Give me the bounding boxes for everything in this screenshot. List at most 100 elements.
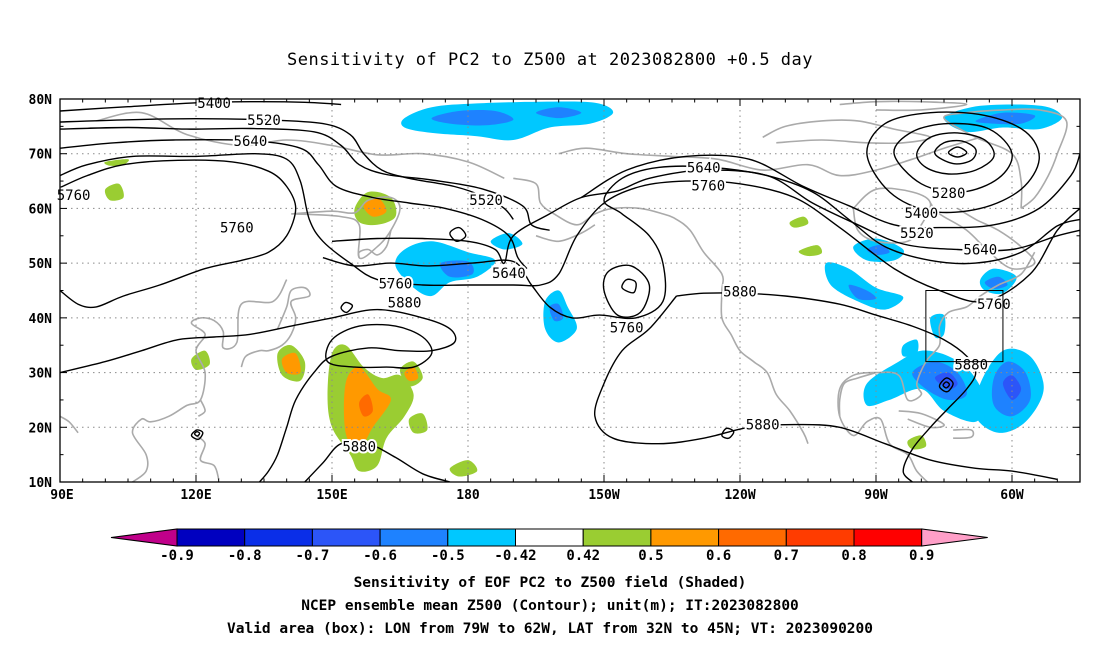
contour-label: 5760 (57, 188, 91, 204)
colorbar-label: -0.5 (431, 548, 465, 564)
sensitivity-patch (824, 262, 904, 310)
contour-label: 5760 (379, 276, 413, 292)
colorbar-high-end (921, 528, 988, 547)
sensitivity-patch (404, 366, 419, 382)
sensitivity-patch (934, 372, 958, 390)
coastline (96, 111, 505, 180)
sensitivity-patch (536, 107, 582, 119)
contour-label: 5640 (963, 242, 997, 258)
caption-line-2: NCEP ensemble mean Z500 (Contour); unit(… (301, 598, 799, 614)
contour-label: 5280 (932, 186, 966, 202)
caption-line-1: Sensitivity of EOF PC2 to Z500 field (Sh… (353, 575, 747, 591)
z500-contour-line (60, 159, 297, 309)
colorbar-label: 0.8 (841, 548, 866, 564)
lon-axis-label: 120W (724, 488, 755, 503)
coastline (929, 202, 1036, 270)
colorbar-label: -0.6 (363, 548, 397, 564)
colorbar-swatch (718, 528, 787, 547)
z500-contour-line (621, 278, 637, 294)
map-background (60, 99, 1080, 482)
colorbar-swatch (176, 528, 246, 547)
coastline (839, 100, 968, 112)
z500-contour-line (60, 100, 342, 112)
contour-label: 5880 (954, 357, 988, 373)
colorbar-swatch (447, 528, 516, 547)
lat-axis-label: 30N (29, 367, 53, 382)
z500-contour-line (602, 264, 651, 318)
coastline (60, 415, 79, 434)
lat-axis-label: 60N (29, 202, 53, 217)
lon-axis-label: 60W (1000, 488, 1024, 503)
z500-contour-line (60, 117, 514, 220)
colorbar-label: 0.5 (638, 548, 663, 564)
z500-contour-line (60, 308, 457, 482)
coastline (953, 428, 975, 439)
z500-contour-line (938, 377, 954, 393)
lon-axis-label: 90W (864, 488, 888, 503)
lat-axis-label: 80N (29, 93, 53, 108)
z500-contour-line (580, 153, 1080, 229)
colorbar-swatch (515, 528, 584, 547)
coastline (195, 434, 220, 480)
lon-axis-label: 90E (50, 488, 73, 503)
colorbar-swatch (379, 528, 449, 547)
lon-axis-label: 150W (588, 488, 619, 503)
colorbar-swatch (311, 528, 381, 547)
colorbar-label: 0.7 (774, 548, 799, 564)
contour-label: 5760 (691, 178, 725, 194)
lat-axis-label: 70N (29, 148, 53, 163)
coastline (240, 286, 311, 368)
sensitivity-patch (408, 413, 428, 434)
sensitivity-patch (449, 460, 478, 477)
z500-contour-line (331, 169, 1080, 265)
coastline (535, 224, 596, 243)
lat-axis-label: 50N (29, 257, 53, 272)
coastline (762, 119, 932, 145)
sensitivity-patch (431, 110, 514, 126)
z500-contour-line (325, 323, 433, 369)
sensitivity-patch (281, 352, 301, 375)
caption-line-3: Valid area (box): LON from 79W to 62W, L… (226, 621, 873, 637)
z500-contour-line (866, 111, 1040, 214)
contour-label: 5400 (904, 206, 938, 222)
colorbar-swatch (853, 528, 923, 547)
z500-contour-line (676, 292, 977, 482)
contour-label: 5640 (234, 134, 268, 150)
lon-axis-label: 120E (180, 488, 211, 503)
colorbar-low-end (110, 528, 178, 547)
z500-contour-line (60, 138, 528, 270)
z500-contour-line (721, 427, 735, 440)
colorbar-label: -0.8 (228, 548, 262, 564)
contour-label: 5880 (723, 285, 757, 301)
colorbar-label: 0.6 (706, 548, 731, 564)
sensitivity-patch (363, 197, 387, 217)
contour-label: 5880 (342, 439, 376, 455)
sensitivity-patch (1002, 375, 1022, 400)
z500-contour-line (933, 139, 977, 165)
coastline (357, 230, 392, 258)
z500-contour-line (190, 429, 204, 441)
z500-contour-line (916, 132, 995, 175)
coastline (898, 410, 945, 429)
z500-contour-line (593, 295, 1058, 480)
contour-label: 5760 (220, 221, 254, 237)
z500-contour-line (304, 440, 451, 482)
coastline (513, 177, 809, 445)
z500-contour-line (60, 152, 1080, 303)
contour-label: 5520 (469, 193, 503, 209)
sensitivity-patch (104, 183, 124, 201)
contour-label: 5640 (687, 160, 721, 176)
coastline (197, 399, 206, 417)
colorbar-swatch (244, 528, 313, 547)
sensitivity-patch (359, 394, 373, 417)
colorbar-label: -0.7 (296, 548, 330, 564)
coastline (131, 279, 288, 482)
contour-label: 5760 (977, 297, 1011, 313)
valid-area-box (925, 290, 1004, 363)
contour-label: 5880 (746, 418, 780, 434)
sensitivity-patch (984, 276, 1008, 289)
coastline (291, 196, 401, 260)
contour-label: 5520 (247, 113, 281, 129)
lon-axis-label: 180 (456, 488, 480, 503)
